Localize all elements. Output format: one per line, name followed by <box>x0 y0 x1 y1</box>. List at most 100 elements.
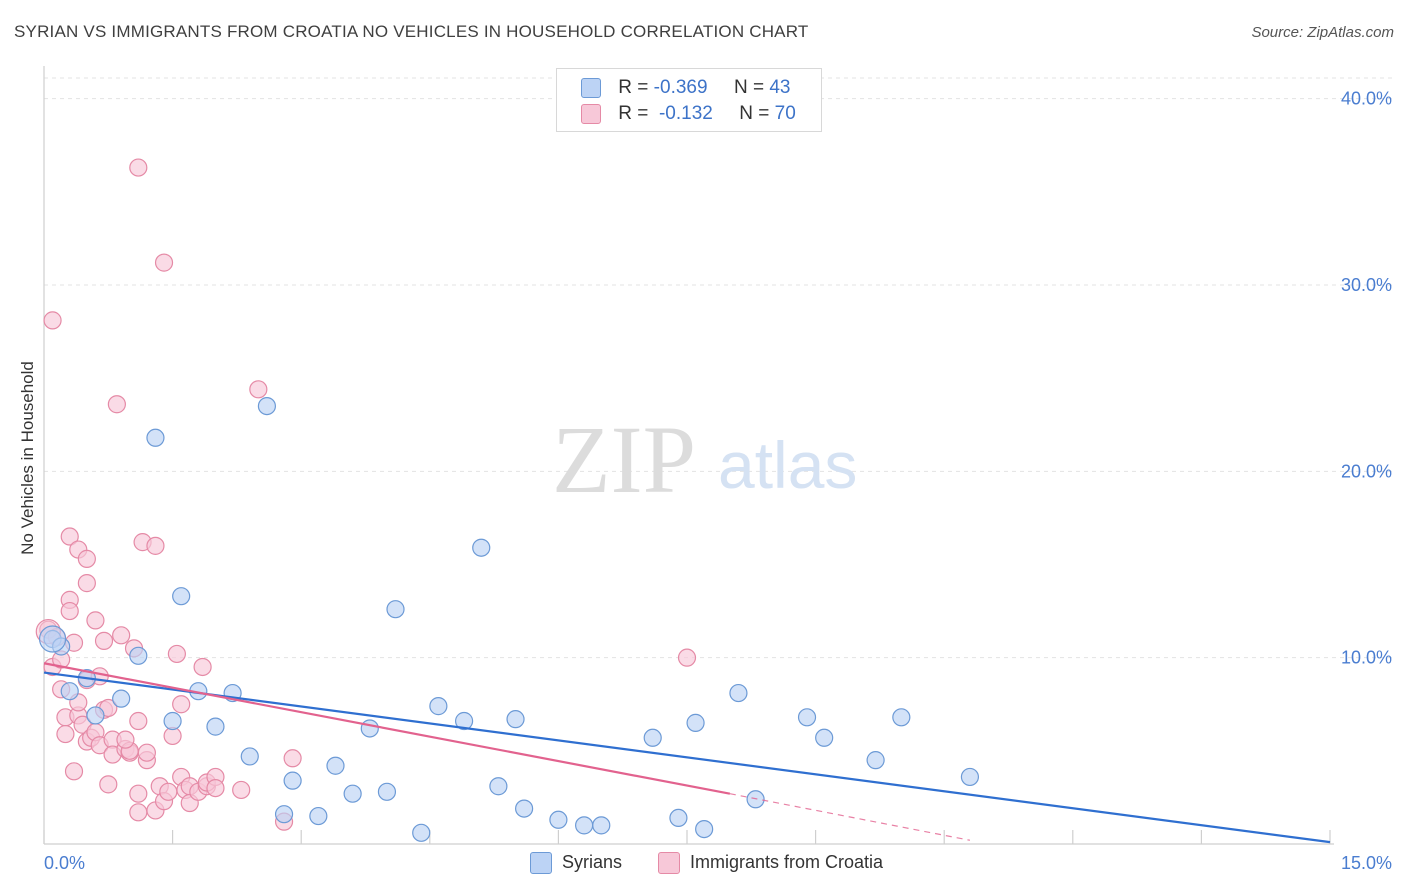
axes <box>43 66 1334 845</box>
syrian-point <box>960 767 980 787</box>
syrian-point <box>549 810 568 829</box>
syrian-point <box>592 816 611 835</box>
trend-lines <box>43 662 1331 844</box>
syrian-point <box>274 805 294 824</box>
croatia-point <box>677 648 697 667</box>
syrian-point <box>669 808 688 828</box>
syrian-point <box>163 711 182 731</box>
croatia-point <box>77 549 96 568</box>
syrian-point <box>386 600 405 619</box>
croatia-point <box>77 574 96 593</box>
croatia-point <box>60 601 79 621</box>
syrian-point <box>454 711 474 731</box>
y-tick-label: 20.0% <box>1341 461 1392 481</box>
legend-item-syrians[interactable]: Syrians <box>530 852 622 875</box>
croatia-point <box>167 644 186 664</box>
croatia-r-label: R = <box>618 103 649 124</box>
croatia-point <box>112 626 131 645</box>
y-tick-label: 30.0% <box>1341 275 1392 295</box>
croatia-n-label: N = <box>739 103 770 124</box>
syrians-r-label: R = <box>618 77 649 98</box>
syrian-point <box>343 784 362 803</box>
stats-legend: R = -0.369 N = 43 R = -0.132 N = 70 <box>556 68 822 132</box>
syrian-point <box>643 728 662 747</box>
syrian-point <box>815 728 834 747</box>
stats-row-croatia: R = -0.132 N = 70 <box>581 103 796 125</box>
syrian-point <box>283 771 302 790</box>
syrian-point <box>326 756 345 775</box>
source-credit: Source: ZipAtlas.com <box>1251 24 1394 41</box>
syrian-point-large <box>38 625 67 653</box>
syrian-point <box>695 819 714 839</box>
syrians-swatch <box>581 77 601 98</box>
syrian-point <box>206 717 225 736</box>
watermark-zip: ZIP <box>552 406 696 513</box>
syrian-point <box>377 782 397 801</box>
legend-croatia-swatch <box>658 852 680 875</box>
croatia-point <box>94 631 114 650</box>
tick-labels: 10.0% 20.0% 30.0% 40.0% 0.0% 15.0% <box>44 89 1392 873</box>
croatia-swatch <box>581 103 601 124</box>
syrians-n-value: 43 <box>769 77 791 98</box>
croatia-point <box>232 780 251 800</box>
syrians-points <box>38 396 980 842</box>
y-tick-label: 40.0% <box>1341 89 1392 109</box>
syrian-point <box>472 538 491 557</box>
syrian-point <box>866 751 885 770</box>
syrian-point <box>506 710 525 729</box>
croatia-point <box>129 158 148 177</box>
syrian-point <box>575 816 594 835</box>
watermark-atlas: atlas <box>718 428 857 502</box>
croatia-trend-line <box>43 662 731 795</box>
croatia-point <box>146 536 165 555</box>
croatia-point <box>159 782 178 801</box>
croatia-point <box>154 253 174 272</box>
croatia-point <box>129 784 148 803</box>
croatia-point <box>283 749 302 768</box>
croatia-point <box>43 311 62 330</box>
syrians-r-value: -0.369 <box>653 77 708 98</box>
croatia-point <box>137 743 156 762</box>
syrian-point <box>412 823 431 842</box>
chart-title: SYRIAN VS IMMIGRANTS FROM CROATIA NO VEH… <box>14 22 809 41</box>
croatia-point <box>86 611 105 630</box>
legend-croatia-label: Immigrants from Croatia <box>690 852 884 872</box>
croatia-point <box>56 724 75 744</box>
croatia-point <box>129 803 148 822</box>
syrian-point <box>240 747 259 766</box>
syrian-point <box>172 587 191 606</box>
syrian-point <box>129 646 148 665</box>
syrian-point <box>729 683 748 703</box>
croatia-n-value: 70 <box>774 103 796 124</box>
stats-row-syrians: R = -0.369 N = 43 <box>581 77 790 99</box>
croatia-point <box>99 775 118 794</box>
syrian-point <box>797 708 817 727</box>
syrians-trend-line <box>43 671 1331 844</box>
syrians-n-label: N = <box>733 77 765 98</box>
legend-syrians-swatch <box>530 852 552 875</box>
croatia-point <box>172 695 191 714</box>
croatia-point <box>129 711 148 731</box>
syrian-point <box>489 777 508 796</box>
syrian-point <box>60 682 79 701</box>
croatia-r-value: -0.132 <box>658 103 713 124</box>
x-tick-label-end: 15.0% <box>1341 853 1392 873</box>
croatia-trend-extension <box>729 793 971 841</box>
syrian-point <box>257 396 277 416</box>
croatia-point <box>206 778 225 798</box>
y-tick-label: 10.0% <box>1341 648 1392 668</box>
syrian-point <box>86 706 105 725</box>
croatia-point <box>249 380 268 399</box>
croatia-point <box>193 657 212 677</box>
syrian-point <box>112 689 131 708</box>
x-tick-label-start: 0.0% <box>44 853 85 873</box>
legend-item-croatia[interactable]: Immigrants from Croatia <box>658 852 884 875</box>
syrian-point <box>146 428 165 447</box>
croatia-point <box>64 762 84 781</box>
syrian-point <box>429 697 448 716</box>
croatia-point <box>116 730 135 749</box>
croatia-point <box>60 527 79 546</box>
gridlines <box>44 77 1392 659</box>
syrian-point <box>309 806 328 826</box>
